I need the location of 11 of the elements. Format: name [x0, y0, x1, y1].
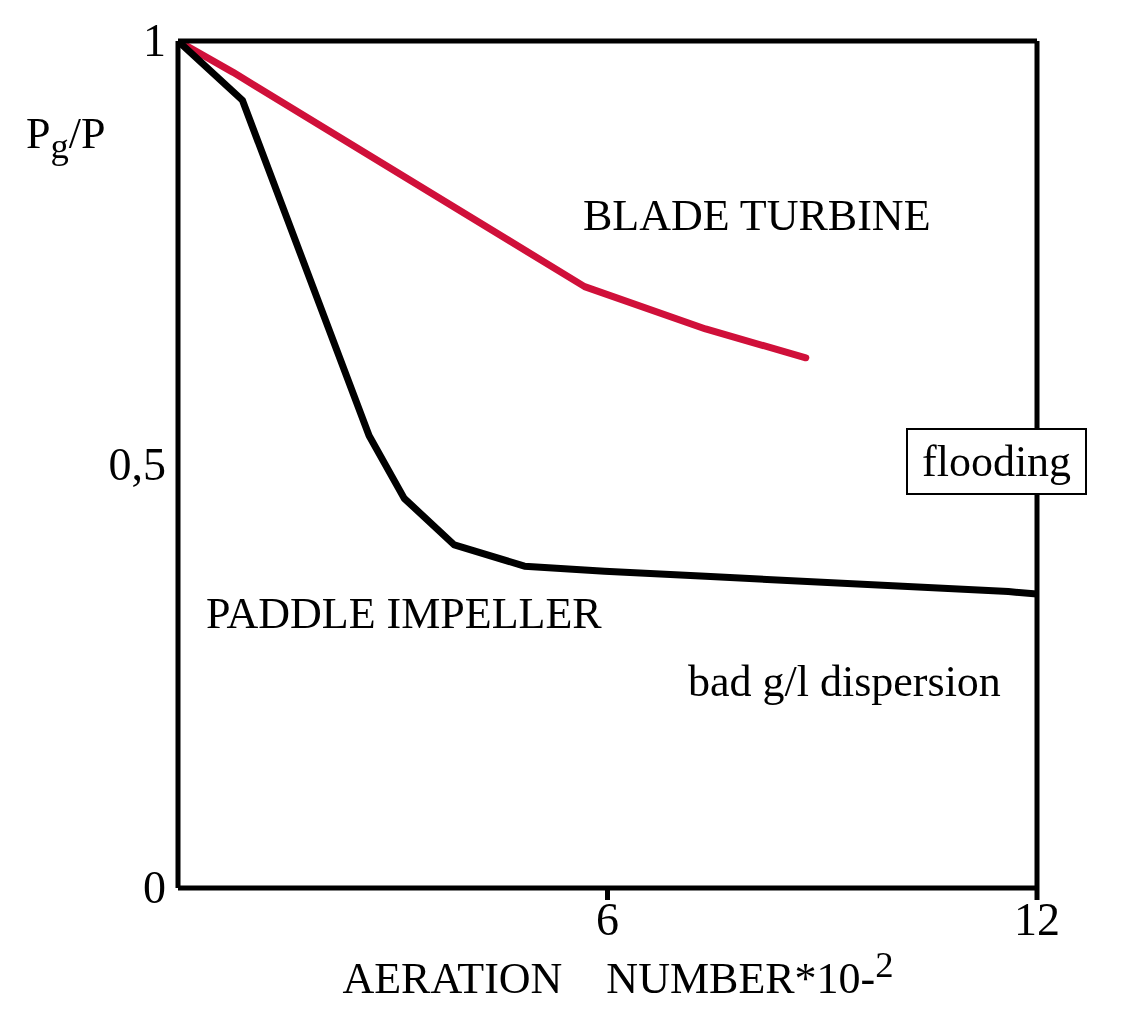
annotation: flooding: [906, 428, 1088, 495]
y-tick-label: 0,5: [108, 437, 166, 492]
y-tick-label: 1: [143, 14, 166, 68]
y-axis-title: P$_{g}$/P: [26, 108, 106, 167]
x-tick-label: 6: [596, 893, 619, 945]
y-tick-label: 0: [143, 861, 166, 915]
annotation: BLADE TURBINE: [583, 190, 931, 241]
x-tick-label: 12: [1014, 893, 1060, 945]
annotation: PADDLE IMPELLER: [206, 588, 602, 639]
annotation: bad g/l dispersion: [688, 656, 1001, 707]
x-axis-title: AERATION NUMBER*10-$^{2}$: [341, 943, 895, 1004]
